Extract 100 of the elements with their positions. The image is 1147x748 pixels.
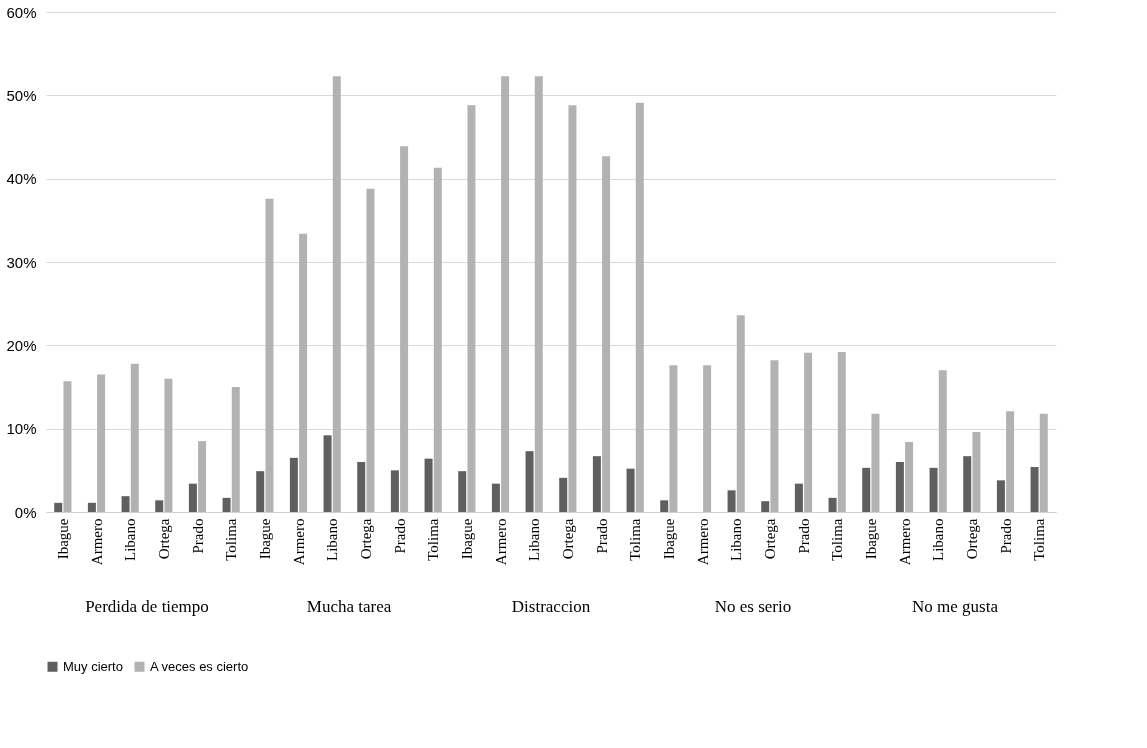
bar bbox=[559, 477, 568, 512]
legend-label: Muy cierto bbox=[63, 658, 123, 674]
x-tick-label: Armero bbox=[492, 518, 509, 566]
bar bbox=[155, 500, 164, 512]
x-tick-label: Tolima bbox=[425, 518, 442, 561]
bar bbox=[727, 490, 736, 512]
x-tick-label: Ibague bbox=[54, 518, 71, 560]
y-tick-label: 0% bbox=[14, 503, 37, 521]
y-tick-label: 20% bbox=[6, 336, 37, 354]
x-tick-label: Ibague bbox=[458, 518, 475, 560]
bar bbox=[963, 456, 972, 512]
text: Distraccion bbox=[511, 597, 591, 616]
bar bbox=[54, 502, 63, 512]
y-tick-label: 60% bbox=[6, 3, 37, 21]
x-tick-label: Tolima bbox=[829, 518, 846, 561]
legend-label: A veces es cierto bbox=[150, 658, 249, 674]
x-tick-label: Prado bbox=[795, 518, 812, 554]
bar bbox=[198, 441, 207, 512]
bar bbox=[972, 432, 981, 512]
x-tick-label: Libano bbox=[324, 518, 341, 561]
bar bbox=[390, 470, 399, 512]
bar bbox=[736, 315, 745, 512]
bar bbox=[669, 365, 678, 512]
bar bbox=[938, 370, 947, 512]
bar bbox=[703, 365, 712, 512]
bar bbox=[491, 483, 500, 512]
x-tick-label: Prado bbox=[997, 518, 1014, 554]
bar bbox=[231, 387, 240, 512]
x-tick-label: Prado bbox=[189, 518, 206, 554]
x-tick-label: Ibague bbox=[862, 518, 879, 560]
bar bbox=[635, 102, 644, 512]
x-tick-label: Libano bbox=[728, 518, 745, 561]
bar bbox=[299, 233, 308, 512]
bar bbox=[862, 467, 871, 512]
bar bbox=[828, 497, 837, 512]
bar bbox=[525, 451, 534, 512]
y-tick-label: 40% bbox=[6, 170, 37, 188]
x-tick-label: Tolima bbox=[627, 518, 644, 561]
bar bbox=[188, 483, 197, 512]
bar bbox=[332, 76, 341, 512]
bar bbox=[871, 413, 880, 512]
bar bbox=[1006, 411, 1015, 512]
x-tick-label: Prado bbox=[593, 518, 610, 554]
bar bbox=[87, 502, 96, 512]
x-tick-label: Ortega bbox=[559, 518, 576, 560]
bar bbox=[366, 188, 375, 512]
bar bbox=[602, 156, 611, 512]
bar bbox=[433, 167, 442, 512]
bar bbox=[804, 352, 813, 512]
x-tick-label: Ibague bbox=[660, 518, 677, 560]
bar bbox=[837, 352, 846, 512]
x-tick-label: Ibague bbox=[256, 518, 273, 560]
x-tick-label: Armero bbox=[290, 518, 307, 566]
bar bbox=[929, 467, 938, 512]
bar bbox=[592, 456, 601, 512]
y-tick-label: 10% bbox=[6, 420, 37, 438]
x-tick-label: Armero bbox=[694, 518, 711, 566]
bar bbox=[63, 381, 72, 512]
bar bbox=[534, 76, 543, 512]
bar bbox=[289, 457, 298, 512]
x-tick-label: Armero bbox=[88, 518, 105, 566]
bar bbox=[256, 471, 265, 512]
x-tick-label: Tolima bbox=[223, 518, 240, 561]
bar bbox=[424, 458, 433, 512]
bar bbox=[905, 442, 914, 512]
bar bbox=[794, 483, 803, 512]
bar bbox=[770, 360, 779, 512]
x-tick-label: Armero bbox=[896, 518, 913, 566]
bar bbox=[357, 462, 366, 512]
text: Mucha tarea bbox=[306, 597, 392, 616]
bar bbox=[761, 501, 770, 512]
bar bbox=[895, 462, 904, 512]
x-tick-label: Libano bbox=[930, 518, 947, 561]
bar bbox=[130, 363, 139, 512]
text: No me gusta bbox=[912, 597, 999, 616]
x-tick-label: Ortega bbox=[155, 518, 172, 560]
y-tick-label: 30% bbox=[6, 253, 37, 271]
text: No es serio bbox=[714, 597, 792, 616]
bar bbox=[400, 146, 409, 512]
x-tick-label: Tolima bbox=[1031, 518, 1048, 561]
bar bbox=[996, 480, 1005, 512]
bar bbox=[164, 378, 173, 512]
bar bbox=[97, 374, 106, 512]
bar bbox=[568, 105, 577, 512]
bar bbox=[626, 468, 635, 512]
text: Perdida de tiempo bbox=[85, 597, 209, 616]
bar bbox=[222, 497, 231, 512]
bar bbox=[323, 435, 332, 512]
bar bbox=[1030, 467, 1039, 512]
bar bbox=[121, 496, 130, 512]
x-tick-label: Ortega bbox=[357, 518, 374, 560]
x-tick-label: Libano bbox=[526, 518, 543, 561]
bar bbox=[1039, 413, 1048, 512]
bar bbox=[660, 500, 669, 512]
bar bbox=[467, 105, 476, 512]
y-tick-label: 50% bbox=[6, 86, 37, 104]
bar bbox=[265, 198, 274, 512]
x-tick-label: Libano bbox=[122, 518, 139, 561]
x-tick-label: Ortega bbox=[761, 518, 778, 560]
x-tick-label: Ortega bbox=[963, 518, 980, 560]
